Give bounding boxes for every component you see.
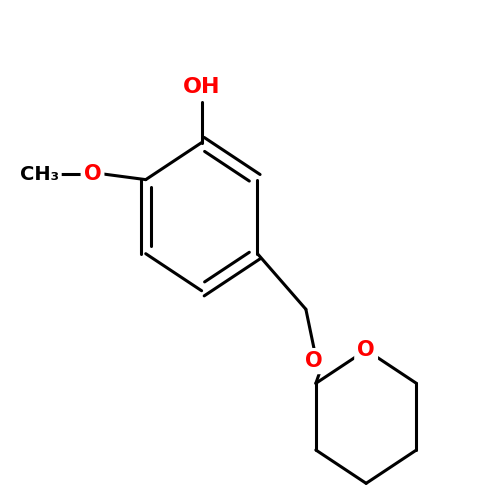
Text: O: O: [358, 340, 375, 360]
Text: OH: OH: [183, 77, 220, 97]
Text: O: O: [84, 164, 102, 184]
Text: CH₃: CH₃: [20, 164, 59, 184]
Text: O: O: [305, 351, 322, 371]
